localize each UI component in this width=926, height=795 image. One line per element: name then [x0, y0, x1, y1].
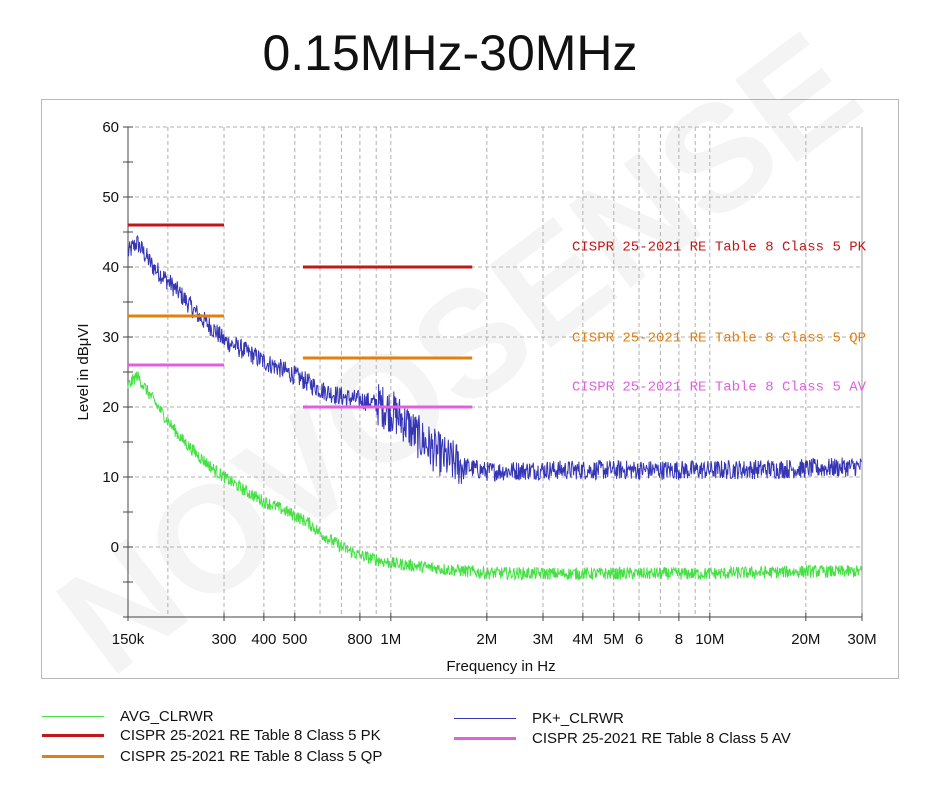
y-tick-label: 50: [102, 189, 119, 206]
chart-axes: [123, 126, 863, 621]
trace-avg-clrwr: [127, 371, 863, 582]
limit-lines: [128, 223, 473, 409]
legend-label-pk-limit: CISPR 25-2021 RE Table 8 Class 5 PK: [120, 727, 381, 744]
legend-swatch-av-limit: [454, 737, 516, 740]
legend-item-pk-limit: CISPR 25-2021 RE Table 8 Class 5 PK: [42, 727, 381, 744]
y-tick-label: 40: [102, 259, 119, 276]
legend-label-pk: PK+_CLRWR: [532, 710, 624, 727]
legend-swatch-pk-limit: [42, 734, 104, 737]
y-tick-label: 10: [102, 469, 119, 486]
legend-swatch-pk: [454, 718, 516, 719]
limit-label-av: CISPR 25-2021 RE Table 8 Class 5 AV: [572, 380, 867, 396]
limit-label-qp: CISPR 25-2021 RE Table 8 Class 5 QP: [572, 331, 866, 347]
legend-item-avg: AVG_CLRWR: [42, 708, 214, 725]
x-tick-label: 150k: [112, 631, 145, 648]
chart-traces: [127, 234, 863, 582]
y-tick-label: 20: [102, 399, 119, 416]
x-tick-label: 300: [212, 631, 237, 648]
chart-frame: [41, 99, 899, 679]
legend-swatch-qp-limit: [42, 755, 104, 758]
x-tick-label: 2M: [476, 631, 497, 648]
x-tick-label: 6: [635, 631, 643, 648]
x-tick-label: 500: [282, 631, 307, 648]
legend-item-av-limit: CISPR 25-2021 RE Table 8 Class 5 AV: [454, 730, 791, 747]
x-tick-label: 1M: [380, 631, 401, 648]
legend-label-av-limit: CISPR 25-2021 RE Table 8 Class 5 AV: [532, 730, 791, 747]
x-tick-label: 10M: [695, 631, 724, 648]
y-tick-label: 30: [102, 329, 119, 346]
x-tick-label: 8: [675, 631, 683, 648]
x-tick-label: 20M: [791, 631, 820, 648]
legend-label-avg: AVG_CLRWR: [120, 708, 214, 725]
x-tick-label: 30M: [847, 631, 876, 648]
legend-item-pk: PK+_CLRWR: [454, 710, 624, 727]
watermark: NOVOSENSE: [28, 0, 888, 706]
legend-swatch-avg: [42, 716, 104, 717]
y-axis-label: Level in dBμVI: [75, 323, 92, 420]
x-tick-label: 3M: [533, 631, 554, 648]
limit-label-pk: CISPR 25-2021 RE Table 8 Class 5 PK: [572, 240, 867, 256]
x-tick-label: 5M: [603, 631, 624, 648]
x-tick-label: 400: [251, 631, 276, 648]
trace-pk-clrwr: [127, 234, 863, 484]
x-tick-label: 800: [347, 631, 372, 648]
chart-labels: 0 10 20 30 40 50 60 150k 300 400 500 800 1M 2M 3M 4M 5M 6…: [75, 119, 877, 675]
legend-label-qp-limit: CISPR 25-2021 RE Table 8 Class 5 QP: [120, 748, 383, 765]
page-title: 0.15MHz-30MHz: [262, 25, 638, 81]
legend-item-qp-limit: CISPR 25-2021 RE Table 8 Class 5 QP: [42, 748, 382, 765]
y-tick-label: 0: [111, 539, 119, 556]
y-tick-label: 60: [102, 119, 119, 136]
x-tick-label: 4M: [572, 631, 593, 648]
x-axis-label: Frequency in Hz: [446, 658, 555, 675]
